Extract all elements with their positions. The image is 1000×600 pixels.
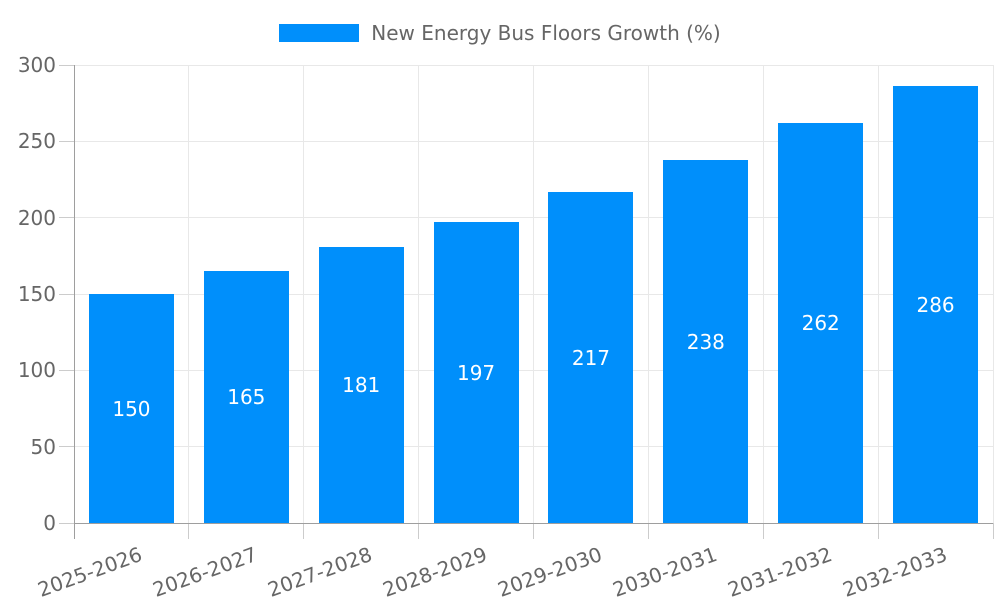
y-tick-mark (59, 522, 74, 524)
y-axis-label: 100 (17, 358, 56, 383)
bar-value-label: 217 (571, 345, 611, 370)
bar-value-label: 238 (686, 329, 725, 354)
x-tick-mark (188, 523, 190, 539)
x-tick-mark (762, 523, 764, 539)
bar[interactable]: 238 (663, 160, 749, 523)
bar[interactable]: 197 (433, 222, 519, 523)
x-gridline (418, 65, 420, 523)
bar-value-label: 165 (227, 385, 266, 409)
y-axis-label: 0 (43, 511, 56, 535)
x-tick-mark (877, 523, 879, 539)
legend-swatch (279, 24, 360, 42)
bar-value-label: 262 (801, 311, 840, 335)
x-gridline (303, 65, 305, 523)
bar[interactable]: 150 (88, 294, 174, 523)
y-axis-label: 250 (17, 129, 56, 154)
bar[interactable]: 262 (778, 123, 864, 523)
bar[interactable]: 286 (893, 86, 979, 523)
y-tick-mark (59, 64, 74, 66)
x-axis-line (74, 522, 993, 524)
y-tick-mark (59, 140, 74, 142)
x-gridline (647, 65, 649, 523)
bar-value-label: 150 (112, 396, 151, 421)
x-gridline (992, 65, 994, 523)
legend-label: New Energy Bus Floors Growth (%) (371, 21, 721, 45)
bar-value-label: 286 (916, 292, 955, 317)
y-tick-mark (59, 446, 74, 448)
y-tick-mark (59, 217, 74, 219)
bar[interactable]: 165 (203, 271, 289, 523)
y-axis-label: 200 (17, 205, 56, 230)
y-axis-label: 300 (17, 53, 56, 77)
y-axis-label: 50 (30, 434, 56, 459)
x-tick-mark (647, 523, 649, 539)
x-gridline (533, 65, 534, 523)
y-tick-mark (59, 293, 74, 295)
y-axis-line (73, 65, 75, 539)
legend-item[interactable]: New Energy Bus Floors Growth (%) (279, 21, 721, 45)
bar[interactable]: 217 (548, 192, 634, 523)
bar-value-label: 197 (456, 360, 496, 385)
legend: New Energy Bus Floors Growth (%) (0, 21, 1000, 45)
x-tick-mark (303, 523, 305, 539)
bar-value-label: 181 (342, 373, 381, 397)
bar[interactable]: 181 (318, 247, 404, 523)
x-tick-mark (533, 523, 534, 539)
y-axis-label: 150 (17, 282, 56, 306)
x-gridline (877, 65, 879, 523)
y-tick-mark (59, 369, 74, 371)
x-gridline (762, 65, 764, 523)
x-tick-mark (418, 523, 420, 539)
x-gridline (188, 65, 190, 523)
x-tick-mark (992, 523, 994, 539)
